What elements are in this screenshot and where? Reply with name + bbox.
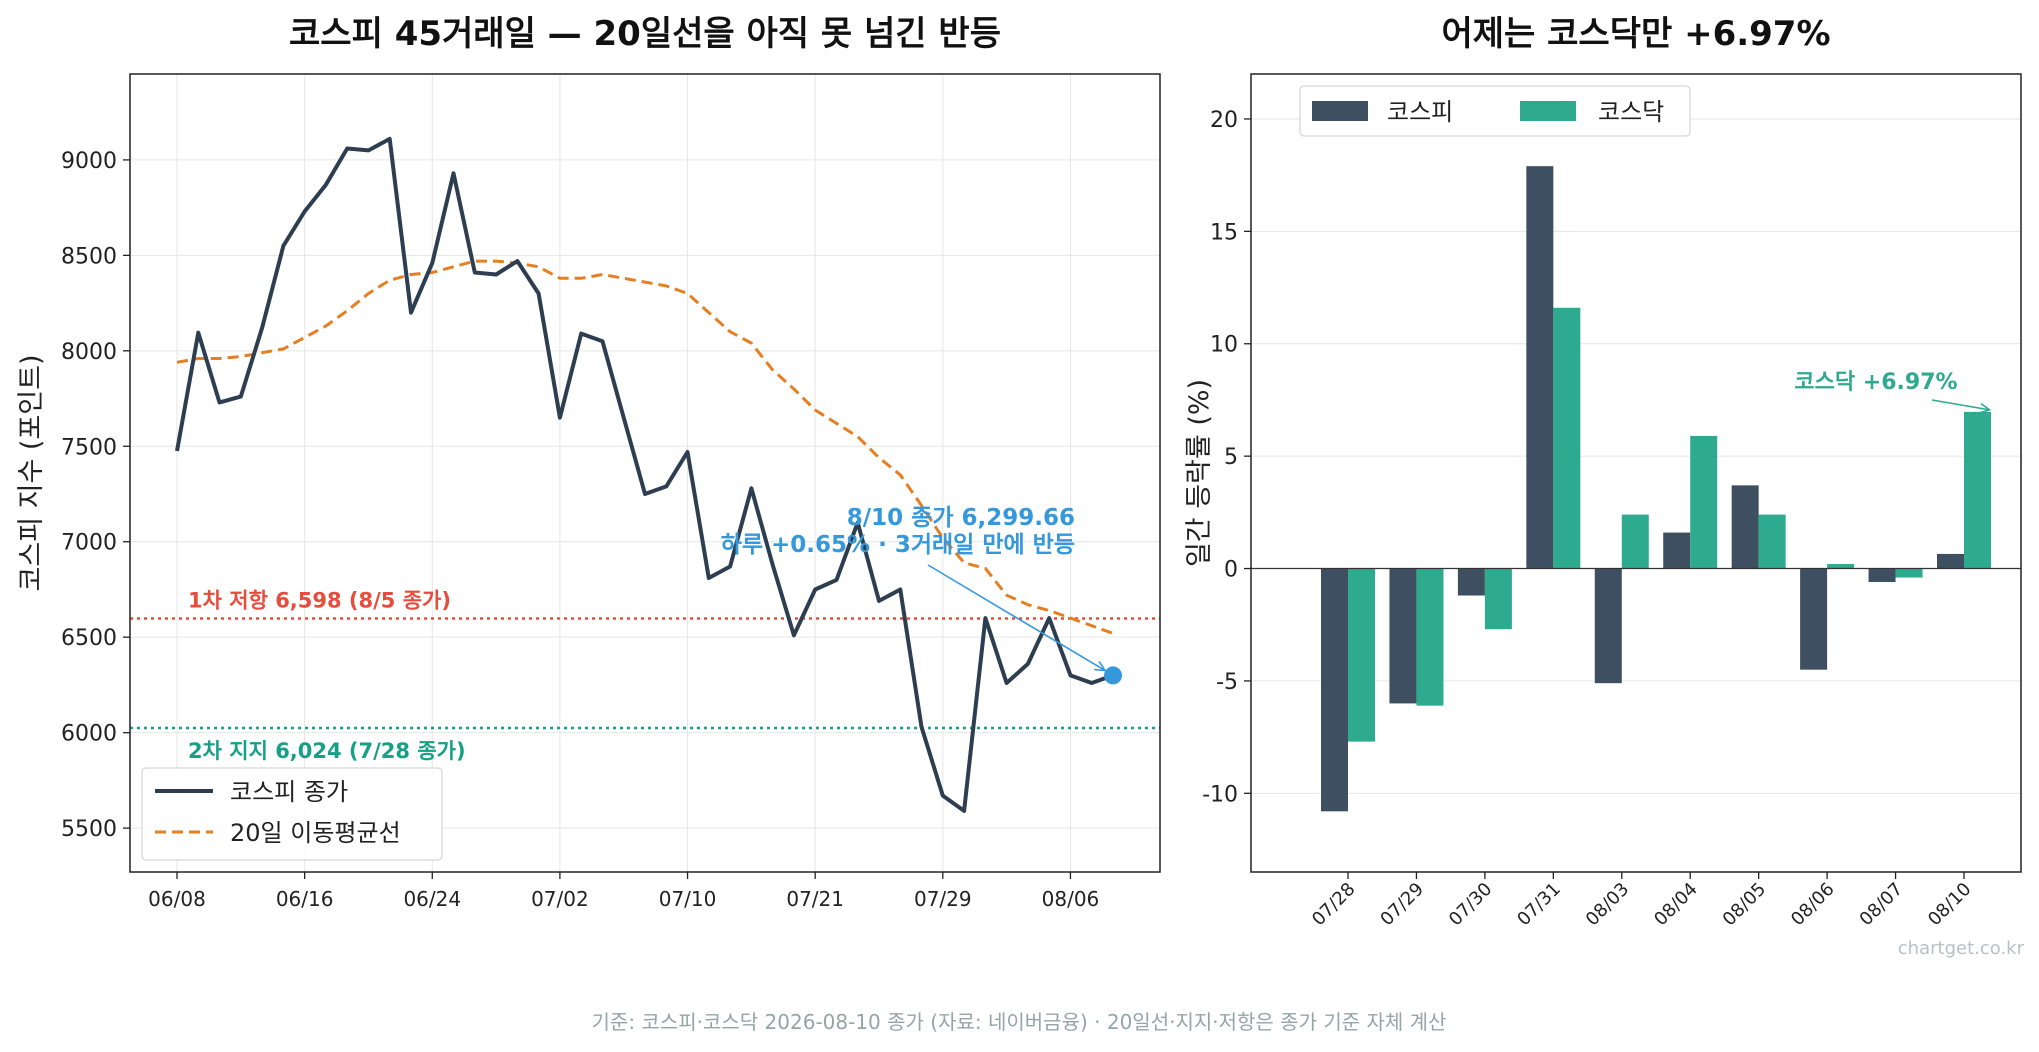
left-chart-title: 코스피 45거래일 — 20일선을 아직 못 넘긴 반등 [289,14,1001,54]
right-legend: 코스피 코스닥 [1299,85,1691,137]
bar-kosdaq-0804 [1690,435,1718,569]
right-annotation: 코스닥 +6.97% [1794,370,1989,410]
right-gridlines [1251,118,2021,794]
left-x-tick-label: 06/24 [403,887,461,911]
kospi-line-chart: 코스피 45거래일 — 20일선을 아직 못 넘긴 반등 1차 저항 6,598… [16,14,1161,911]
left-x-tick-label: 06/08 [148,887,206,911]
right-y-tick-label: 15 [1210,220,1238,245]
watermark: chartget.co.kr [1898,938,2025,959]
legend-label-kospi: 코스피 [1387,98,1453,126]
right-y-tick-label: -5 [1216,670,1238,695]
left-y-tick-label: 7500 [61,435,117,460]
left-y-axis-label: 코스피 지수 (포인트) [16,355,47,592]
right-x-ticks: 07/28 07/29 07/30 07/31 08/03 08/04 08/05 08/06… [1308,872,1976,930]
right-bars [1321,166,1991,812]
left-x-tick-label: 07/10 [659,887,717,911]
right-x-tick-label: 07/31 [1513,879,1565,931]
bar-kosdaq-0803 [1621,514,1649,569]
bar-kospi-0730 [1457,568,1485,596]
left-annotation: 8/10 종가 6,299.66 하루 +0.65% · 3거래일 만에 반등 [721,505,1122,685]
right-x-tick-label: 08/05 [1719,879,1771,931]
left-x-tick-label: 07/02 [531,887,589,911]
bar-kosdaq-0807 [1895,568,1923,578]
bar-kosdaq-0806 [1827,564,1855,569]
annotation-change-label: 하루 +0.65% · 3거래일 만에 반등 [721,532,1075,558]
left-x-tick-label: 08/06 [1042,887,1100,911]
bar-kospi-0810 [1937,553,1964,569]
right-plot-frame [1250,73,2022,873]
reference-label-resistance: 1차 저항 6,598 (8/5 종가) [188,588,451,612]
right-legend-box [1299,85,1691,137]
left-y-tick-label: 7000 [61,531,117,556]
left-legend-box [141,767,443,861]
left-x-tick-label: 06/16 [276,887,334,911]
right-y-tick-label: 10 [1210,333,1238,358]
left-reference-lines: 1차 저항 6,598 (8/5 종가) 2차 지지 6,024 (7/28 종가… [130,588,1160,763]
left-y-tick-label: 8500 [61,244,117,269]
bar-kospi-0728 [1321,568,1348,812]
bar-kospi-0803 [1594,568,1622,684]
left-plot-frame [129,73,1161,873]
right-x-tick-label: 08/10 [1924,879,1976,931]
left-legend: 코스피 종가 20일 이동평균선 [141,767,443,861]
bar-kosdaq-0810 [1964,411,1991,569]
right-x-tick-label: 08/07 [1856,879,1908,931]
right-y-tick-label: 0 [1224,558,1238,583]
legend-label-ma20: 20일 이동평균선 [230,819,401,847]
right-chart-title: 어제는 코스닥만 +6.97% [1441,14,1830,54]
right-x-tick-label: 08/04 [1650,879,1702,931]
bar-kosdaq-0729 [1416,568,1444,706]
legend-swatch-kospi [1312,101,1368,121]
left-y-tick-label: 5500 [61,817,117,842]
kosdaq-annotation-arrow [1931,399,1990,410]
bar-kospi-0807 [1868,568,1896,583]
left-x-tick-label: 07/21 [786,887,844,911]
right-x-tick-label: 07/30 [1445,879,1497,931]
bar-kospi-0804 [1663,532,1691,569]
footnote: 기준: 코스피·코스닥 2026-08-10 종가 (자료: 네이버금융) · … [592,1010,1447,1034]
legend-label-kosdaq: 코스닥 [1598,98,1664,126]
bar-kospi-0806 [1800,568,1828,670]
left-x-ticks: 06/08 06/16 06/24 07/02 07/10 07/21 07/29 08/06 [148,872,1099,911]
bar-kospi-0805 [1731,485,1759,569]
right-y-tick-label: 20 [1210,108,1238,133]
right-x-tick-label: 08/03 [1582,879,1634,931]
bar-kospi-0731 [1526,166,1554,569]
kospi-close-series-line [175,136,1114,813]
daily-change-bar-chart: 어제는 코스닥만 +6.97% 코스닥 +6.97% -10 -5 0 5 10 15 20… [1184,14,2022,930]
right-x-tick-label: 07/29 [1376,879,1428,931]
left-y-tick-label: 6500 [61,626,117,651]
reference-label-support: 2차 지지 6,024 (7/28 종가) [188,739,466,763]
left-x-tick-label: 07/29 [914,887,972,911]
bar-kosdaq-0805 [1758,514,1786,569]
left-y-tick-label: 6000 [61,722,117,747]
kosdaq-annotation-label: 코스닥 +6.97% [1794,370,1957,395]
right-y-tick-label: -10 [1202,782,1238,807]
left-gridlines [130,74,1160,872]
last-close-marker [1104,666,1122,685]
left-y-ticks: 5500 6000 6500 7000 7500 8000 8500 9000 [61,149,130,842]
right-x-tick-label: 07/28 [1308,879,1360,931]
legend-swatch-kosdaq [1520,101,1576,121]
bar-kosdaq-0730 [1484,568,1512,630]
ma20-series-line [176,259,1114,635]
bar-kosdaq-0731 [1553,307,1581,569]
right-y-axis-label: 일간 등락률 (%) [1184,379,1215,567]
legend-label-kospi-close: 코스피 종가 [230,778,348,806]
right-x-tick-label: 08/06 [1787,879,1839,931]
left-y-tick-label: 9000 [61,149,117,174]
left-y-tick-label: 8000 [61,340,117,365]
right-y-tick-label: 5 [1224,445,1238,470]
bar-kospi-0729 [1389,568,1417,704]
right-y-ticks: -10 -5 0 5 10 15 20 [1202,108,1251,807]
annotation-close-label: 8/10 종가 6,299.66 [847,505,1075,531]
bar-kosdaq-0728 [1348,568,1375,742]
annotation-arrow [927,564,1105,670]
